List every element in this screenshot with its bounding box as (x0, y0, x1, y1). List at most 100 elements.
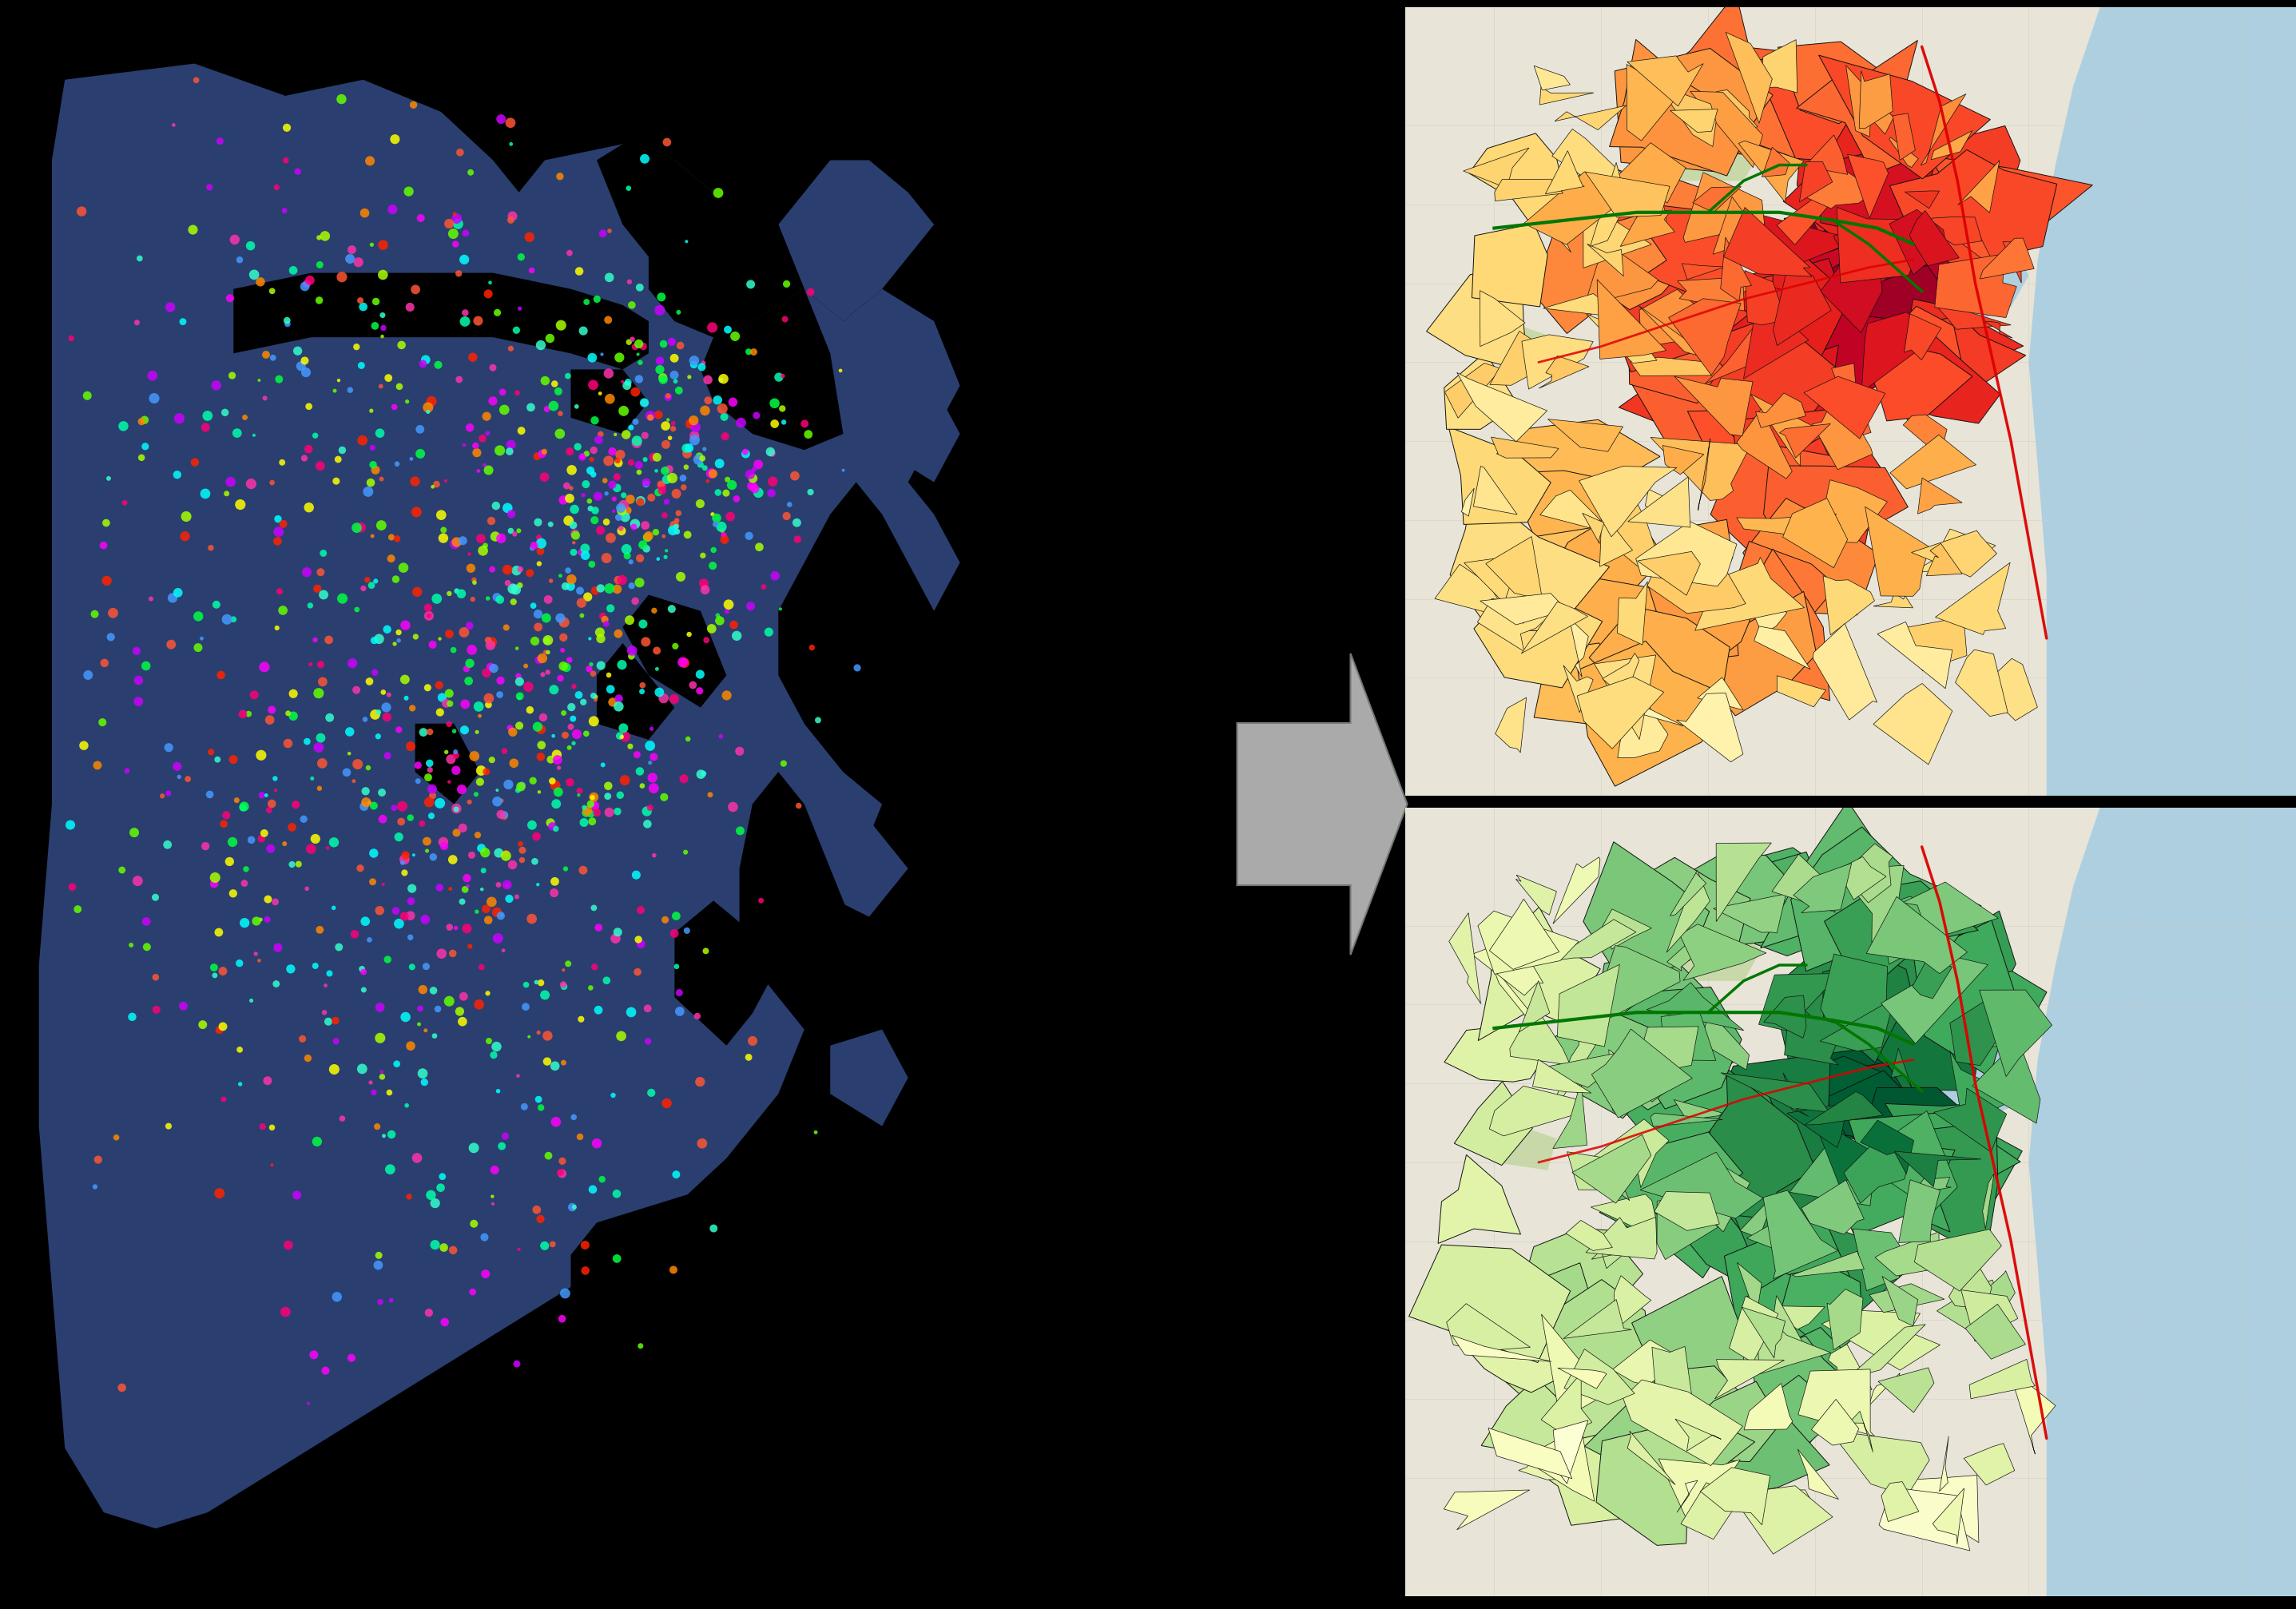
Polygon shape (1667, 870, 1711, 953)
Point (544, 637, 581, 663)
Point (684, 544, 721, 570)
Point (611, 370, 647, 396)
Point (687, 399, 723, 425)
Point (301, 681, 338, 706)
Point (498, 1352, 535, 1377)
Point (556, 674, 592, 700)
Point (427, 690, 464, 716)
Point (620, 343, 657, 368)
Point (377, 566, 413, 592)
Polygon shape (234, 274, 650, 370)
Point (347, 909, 383, 935)
Point (216, 880, 253, 906)
Point (342, 288, 379, 314)
Point (225, 795, 262, 821)
Polygon shape (1963, 1443, 2014, 1485)
Polygon shape (1561, 177, 1667, 230)
Point (246, 821, 282, 846)
Polygon shape (1981, 1173, 1995, 1229)
Point (338, 515, 374, 541)
Polygon shape (1639, 306, 1699, 356)
Point (280, 338, 317, 364)
Point (390, 179, 427, 204)
Point (445, 718, 482, 743)
Polygon shape (1621, 211, 1674, 248)
Point (216, 227, 253, 253)
Point (455, 587, 491, 613)
Point (354, 436, 390, 462)
Point (579, 684, 615, 710)
Point (356, 702, 393, 727)
Point (372, 1157, 409, 1183)
Point (519, 872, 556, 898)
Point (638, 639, 675, 665)
Point (709, 682, 746, 708)
Point (537, 772, 574, 798)
Polygon shape (1614, 1102, 1743, 1221)
Point (292, 394, 328, 420)
Polygon shape (1637, 1068, 1816, 1237)
Point (576, 409, 613, 434)
Polygon shape (1936, 304, 2011, 330)
Point (505, 838, 542, 864)
Polygon shape (1548, 1038, 1596, 1123)
Point (491, 439, 528, 465)
Point (53, 813, 90, 838)
Polygon shape (1940, 1437, 1949, 1492)
Point (666, 766, 703, 792)
Point (200, 920, 236, 946)
Point (758, 563, 794, 589)
Point (448, 692, 484, 718)
Point (581, 998, 618, 1023)
Polygon shape (1474, 467, 1518, 515)
Point (521, 1207, 558, 1232)
Point (422, 1175, 459, 1200)
Point (636, 599, 673, 624)
Point (459, 693, 496, 719)
Point (595, 1083, 631, 1109)
Point (457, 743, 494, 769)
Polygon shape (1798, 235, 1906, 336)
Polygon shape (1763, 996, 1807, 1038)
Point (501, 777, 537, 803)
Point (503, 245, 540, 270)
Point (443, 890, 480, 916)
Point (790, 422, 827, 447)
Point (689, 468, 726, 494)
Polygon shape (1688, 592, 1816, 716)
Point (521, 539, 558, 565)
Polygon shape (1915, 1229, 2002, 1292)
Point (765, 364, 801, 389)
Polygon shape (1534, 1279, 1660, 1427)
Polygon shape (1949, 1051, 2018, 1126)
Point (264, 512, 301, 537)
Point (379, 526, 416, 552)
Polygon shape (1825, 1072, 1938, 1142)
Polygon shape (1621, 858, 1750, 956)
Point (53, 327, 90, 352)
Point (333, 1345, 370, 1371)
Point (220, 248, 257, 274)
Polygon shape (1584, 172, 1669, 217)
Point (765, 396, 801, 422)
Point (650, 385, 687, 410)
Polygon shape (1593, 655, 1655, 740)
Point (579, 484, 615, 510)
Point (135, 386, 172, 412)
Polygon shape (1812, 993, 1913, 1128)
Point (409, 829, 445, 854)
Polygon shape (1490, 1086, 1577, 1136)
Point (599, 451, 636, 476)
Polygon shape (1557, 1368, 1607, 1389)
Polygon shape (1915, 920, 2016, 1076)
Point (418, 471, 455, 497)
Polygon shape (1630, 357, 1713, 377)
Point (432, 988, 468, 1014)
Point (434, 222, 471, 248)
Polygon shape (1750, 1490, 1812, 1529)
Polygon shape (1646, 1126, 1745, 1232)
Point (227, 856, 264, 882)
Point (551, 647, 588, 673)
Point (487, 1123, 523, 1149)
Polygon shape (1474, 595, 1603, 689)
